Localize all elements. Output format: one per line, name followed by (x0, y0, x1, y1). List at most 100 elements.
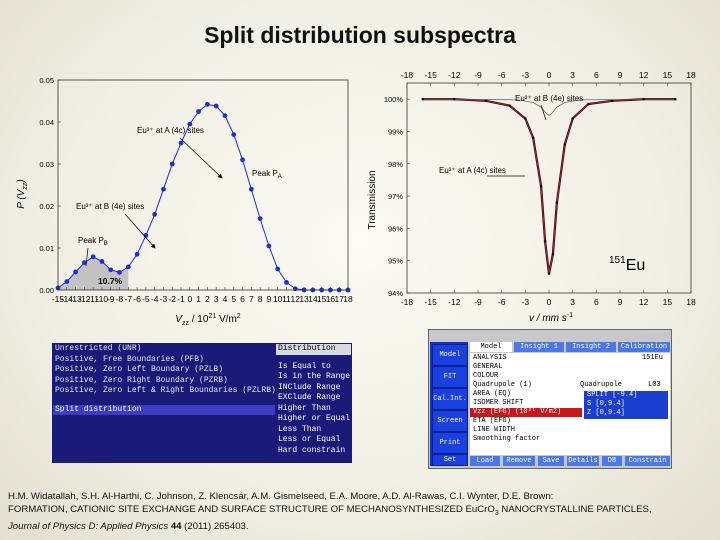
x-tick-label: 12 (639, 297, 649, 307)
peak-a-annotation: Peak PA (252, 169, 282, 180)
x-tick-label: 10 (273, 294, 283, 304)
table-row[interactable]: ANALYSIS 151Eu (473, 354, 664, 362)
data-point (543, 240, 547, 243)
menu-title: Distribution (276, 344, 351, 355)
save-button[interactable]: Save (538, 456, 564, 466)
data-point (152, 212, 158, 217)
data-point (524, 117, 527, 120)
side-button-panel: Model FIT Cal.Int. Screen Print Set (430, 342, 468, 466)
constrain-button[interactable]: Constrain (625, 456, 670, 466)
tab-insight-2[interactable]: Insight 2 (566, 342, 616, 352)
y-tick-label: 0.04 (39, 118, 54, 127)
data-point (547, 272, 551, 275)
load-button[interactable]: Load (470, 456, 500, 466)
data-point (99, 259, 105, 264)
x-tick-label: -18 (401, 297, 414, 307)
caption-citation: Journal of Physics D: Applied Physics 44… (8, 520, 249, 532)
data-point (563, 143, 567, 146)
x-tick-label: 3 (570, 297, 575, 307)
x-tick-label: -10 (96, 294, 109, 304)
data-point (196, 109, 202, 114)
data-point (213, 103, 219, 109)
menu-item[interactable]: Is Equal to (278, 361, 331, 371)
remove-button[interactable]: Remove (503, 456, 535, 466)
x-tick-label: -13 (69, 294, 82, 304)
data-point (204, 101, 210, 107)
list-item[interactable]: Positive, Zero Left Boundary (PZLB) (55, 365, 224, 374)
selected-table-row[interactable]: Vzz (EFG) (10²¹ V/m2) (470, 408, 582, 417)
data-point (248, 186, 254, 192)
x-tick-label-top: -12 (448, 70, 461, 80)
details-button[interactable]: Details (567, 456, 599, 466)
x-tick-label: 12 (291, 294, 301, 304)
menu-item[interactable]: Less Than (278, 424, 322, 434)
isotope-label: 151Eu (609, 255, 645, 274)
menu-item[interactable]: Less or Equal (278, 435, 341, 444)
table-row[interactable]: ETA (EFG) (473, 417, 511, 425)
table-row[interactable]: ISOMER SHIFT (473, 399, 524, 407)
data-point (539, 185, 543, 188)
parameter-table: ANALYSIS 151Eu GENERAL COLOUR Quadrupole … (470, 353, 670, 455)
menu-item[interactable]: Is in the Range (278, 372, 351, 381)
y-tick-label: 0.00 (39, 286, 54, 295)
eu-a-annotation: Eu³⁺ at A (4c) sites (137, 126, 204, 135)
table-row[interactable]: Quadrupole (1) Quadrupole L03 (473, 381, 661, 389)
data-point (240, 157, 245, 163)
table-row[interactable]: AREA (EQ) (473, 390, 511, 398)
tab-bar: Model Insight 1 Insight 2 Calibration (470, 342, 670, 352)
x-tick-label: 8 (258, 294, 263, 304)
tab-insight-1[interactable]: Insight 1 (514, 342, 564, 352)
data-point (178, 140, 184, 146)
eu-b-arrow (540, 104, 547, 121)
distribution-type-window: Unrestricted (UNR) Positive, Free Bounda… (52, 343, 352, 463)
x-tick-label: 15 (317, 294, 327, 304)
x-tick-label: -3 (160, 294, 168, 304)
y-tick-label: 97% (388, 192, 403, 201)
screen-button[interactable]: Screen (432, 410, 468, 432)
model-button[interactable]: Model (432, 344, 468, 366)
fit-button[interactable]: FIT (432, 366, 468, 388)
print-button[interactable]: Print (432, 432, 468, 454)
x-tick-label-top: 18 (686, 70, 696, 80)
caption-authors: H.M. Widatallah, S.H. Al-Harthi, C. John… (8, 491, 554, 502)
y-axis-label: P (Vzz) (16, 179, 29, 208)
selected-list-item[interactable]: Split distribution (53, 404, 275, 415)
split-distribution-box[interactable]: SPLIT [-9.4] S [0,9.4] Z [0,9.4] (584, 391, 668, 419)
y-tick-label: 95% (388, 257, 403, 266)
y-tick-label: 96% (388, 224, 403, 233)
menu-item[interactable]: EXClude Range (278, 393, 341, 402)
x-tick-label: -6 (133, 294, 141, 304)
x-tick-label: 7 (249, 294, 254, 304)
data-point (587, 102, 590, 106)
caption-title: FORMATION, CATIONIC SITE EXCHANGE AND SU… (8, 504, 652, 517)
data-point (117, 269, 122, 275)
list-item[interactable]: Positive, Zero Left & Right Boundaries (… (55, 386, 275, 395)
tab-model[interactable]: Model (470, 342, 512, 352)
set-button[interactable]: Set (432, 454, 468, 466)
x-tick-label: -9 (107, 294, 115, 304)
list-item[interactable]: Unrestricted (UNR) (55, 344, 142, 353)
table-row[interactable]: Smoothing factor (473, 435, 541, 443)
table-row[interactable]: LINE WIDTH (473, 426, 516, 434)
menu-item[interactable]: Higher or Equal (278, 414, 351, 423)
data-point (231, 132, 237, 137)
x-tick-label-top: -18 (401, 70, 414, 80)
calint-button[interactable]: Cal.Int. (432, 388, 468, 410)
x-tick-label: 11 (282, 294, 291, 304)
x-tick-label-top: 3 (570, 70, 575, 80)
menu-item[interactable]: INClude Range (278, 382, 341, 392)
db-button[interactable]: DB (602, 456, 622, 466)
menu-item[interactable]: Hard constrain (278, 445, 346, 455)
data-point (73, 269, 78, 275)
data-point (125, 264, 131, 270)
list-item[interactable]: Positive, Free Boundaries (PFB) (55, 354, 204, 364)
x-tick-label: -6 (498, 297, 506, 307)
menu-item[interactable]: Higher Than (278, 403, 331, 413)
tab-calibration[interactable]: Calibration (618, 342, 670, 352)
table-row[interactable]: GENERAL (473, 363, 503, 371)
list-item[interactable]: Positive, Zero Right Boundary (PZRB) (55, 375, 228, 385)
table-row[interactable]: COLOUR (473, 372, 499, 380)
eu-b-annotation: Eu³⁺ at B (4e) sites (76, 202, 144, 211)
data-point (642, 97, 645, 101)
data-point (284, 280, 289, 285)
